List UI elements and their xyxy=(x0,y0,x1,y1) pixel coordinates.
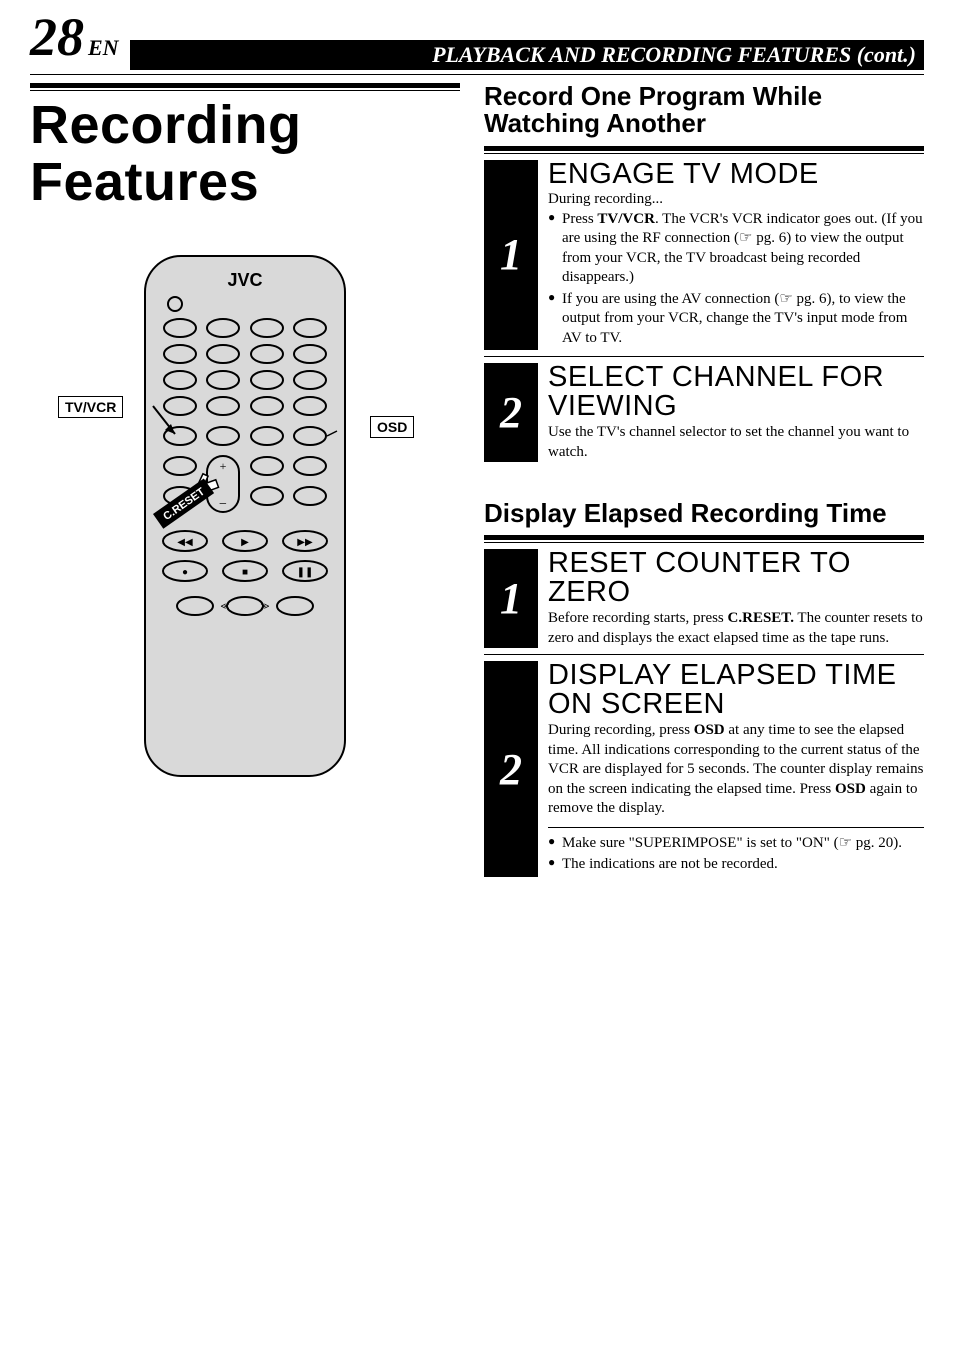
step-subtitle: During recording... xyxy=(548,191,924,208)
section-b-rule-thin xyxy=(484,542,924,543)
bullet-item: Press TV/VCR. The VCR's VCR indicator go… xyxy=(548,210,924,288)
text-bold: C.RESET. xyxy=(728,610,794,626)
callout-tvvcr: TV/VCR xyxy=(58,396,123,418)
svg-text:●: ● xyxy=(182,567,188,578)
page-number: 28 xyxy=(30,10,84,64)
section-b-heading: Display Elapsed Recording Time xyxy=(484,500,924,527)
step-body: SELECT CHANNEL FOR VIEWING Use the TV's … xyxy=(538,363,924,462)
section-b-rule-thick xyxy=(484,535,924,540)
content-area: Recording Features TV/VCR OSD JVC xyxy=(0,77,954,877)
section-a-step2: 2 SELECT CHANNEL FOR VIEWING Use the TV'… xyxy=(484,363,924,462)
section-title: Recording Features xyxy=(30,97,460,210)
remote-svg: JVC xyxy=(95,246,395,786)
notes-divider xyxy=(548,827,924,828)
remote-brand-text: JVC xyxy=(227,270,262,290)
svg-text:≪: ≪ xyxy=(220,601,229,611)
page-lang: EN xyxy=(88,35,119,61)
step-text: During recording, press OSD at any time … xyxy=(548,721,924,819)
step-number: 1 xyxy=(484,549,538,648)
step-number: 1 xyxy=(484,160,538,351)
section-a-rule-thin xyxy=(484,153,924,154)
right-column: Record One Program While Watching Anothe… xyxy=(484,83,924,877)
text-pre: Before recording starts, press xyxy=(548,610,728,626)
svg-text:+: + xyxy=(220,459,227,473)
svg-text:−: − xyxy=(219,497,227,512)
svg-text:◀◀: ◀◀ xyxy=(177,537,193,548)
note-item: Make sure "SUPERIMPOSE" is set to "ON" (… xyxy=(548,834,924,854)
svg-text:❚❚: ❚❚ xyxy=(297,567,314,578)
section-title-line1: Recording xyxy=(30,95,302,155)
step-body: RESET COUNTER TO ZERO Before recording s… xyxy=(538,549,924,648)
header-bar-title: PLAYBACK AND RECORDING FEATURES (cont.) xyxy=(130,40,924,70)
step-title: SELECT CHANNEL FOR VIEWING xyxy=(548,363,924,421)
step-body: DISPLAY ELAPSED TIME ON SCREEN During re… xyxy=(538,661,924,877)
step-text: Before recording starts, press C.RESET. … xyxy=(548,609,924,648)
step-divider xyxy=(484,356,924,357)
page-header: 28 EN PLAYBACK AND RECORDING FEATURES (c… xyxy=(0,0,954,75)
bullet-item: If you are using the AV connection (☞ pg… xyxy=(548,290,924,349)
bullet-bold: TV/VCR xyxy=(597,211,655,227)
text-bold2: OSD xyxy=(835,781,866,797)
note-item: The indications are not be recorded. xyxy=(548,855,924,875)
step-title: ENGAGE TV MODE xyxy=(548,160,924,189)
left-rule-thick xyxy=(30,83,460,88)
step-title: DISPLAY ELAPSED TIME ON SCREEN xyxy=(548,661,924,719)
remote-illustration: TV/VCR OSD JVC xyxy=(30,246,460,791)
step-number: 2 xyxy=(484,363,538,462)
section-a-rule-thick xyxy=(484,146,924,151)
left-column: Recording Features TV/VCR OSD JVC xyxy=(30,83,460,877)
svg-text:■: ■ xyxy=(242,567,248,578)
step-title: RESET COUNTER TO ZERO xyxy=(548,549,924,607)
svg-text:≫: ≫ xyxy=(260,601,269,611)
step-bullets: Press TV/VCR. The VCR's VCR indicator go… xyxy=(548,210,924,349)
step-divider xyxy=(484,654,924,655)
section-a-heading: Record One Program While Watching Anothe… xyxy=(484,83,924,138)
text-pre: During recording, press xyxy=(548,722,694,738)
svg-text:▶▶: ▶▶ xyxy=(297,537,313,548)
bullet-pre: Press xyxy=(562,211,597,227)
header-rule xyxy=(30,74,924,75)
step-number: 2 xyxy=(484,661,538,877)
step-body: ENGAGE TV MODE During recording... Press… xyxy=(538,160,924,351)
callout-osd: OSD xyxy=(370,416,414,438)
section-b-step2: 2 DISPLAY ELAPSED TIME ON SCREEN During … xyxy=(484,661,924,877)
left-rule-thin xyxy=(30,90,460,91)
step-text: Use the TV's channel selector to set the… xyxy=(548,423,924,462)
step-notes: Make sure "SUPERIMPOSE" is set to "ON" (… xyxy=(548,834,924,875)
text-bold1: OSD xyxy=(694,722,725,738)
section-a-step1: 1 ENGAGE TV MODE During recording... Pre… xyxy=(484,160,924,351)
section-title-line2: Features xyxy=(30,152,259,212)
section-b-step1: 1 RESET COUNTER TO ZERO Before recording… xyxy=(484,549,924,648)
svg-text:▶: ▶ xyxy=(241,537,249,548)
